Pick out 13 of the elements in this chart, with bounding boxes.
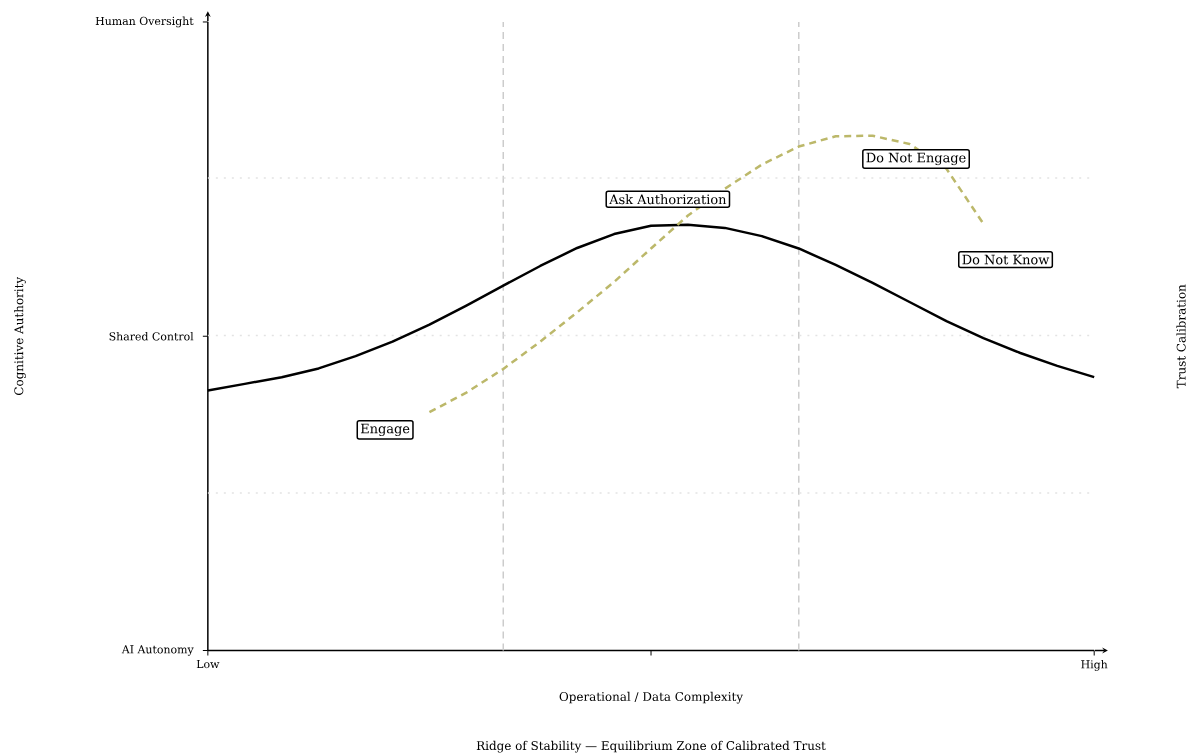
- x-tick-label: Low: [196, 660, 220, 669]
- text: AI Autonomy: [121, 645, 194, 656]
- x-tick-label: High: [1081, 660, 1108, 671]
- text: Cognitive Authority: [14, 276, 26, 396]
- annotation: Ask Authorization: [609, 194, 727, 205]
- text: Trust Calibration: [1176, 284, 1186, 389]
- annotation: Engage: [360, 423, 410, 437]
- text: Human Oversight: [95, 16, 194, 28]
- text: Shared Control: [109, 332, 194, 341]
- annotation: Do Not Engage: [866, 152, 966, 166]
- x-axis-title: Operational / Data Complexity: [559, 691, 744, 704]
- text: Ridge of Stability — Equilibrium Zone of Calibrated Trust: [476, 740, 826, 753]
- annotation: Do Not Know: [962, 254, 1050, 265]
